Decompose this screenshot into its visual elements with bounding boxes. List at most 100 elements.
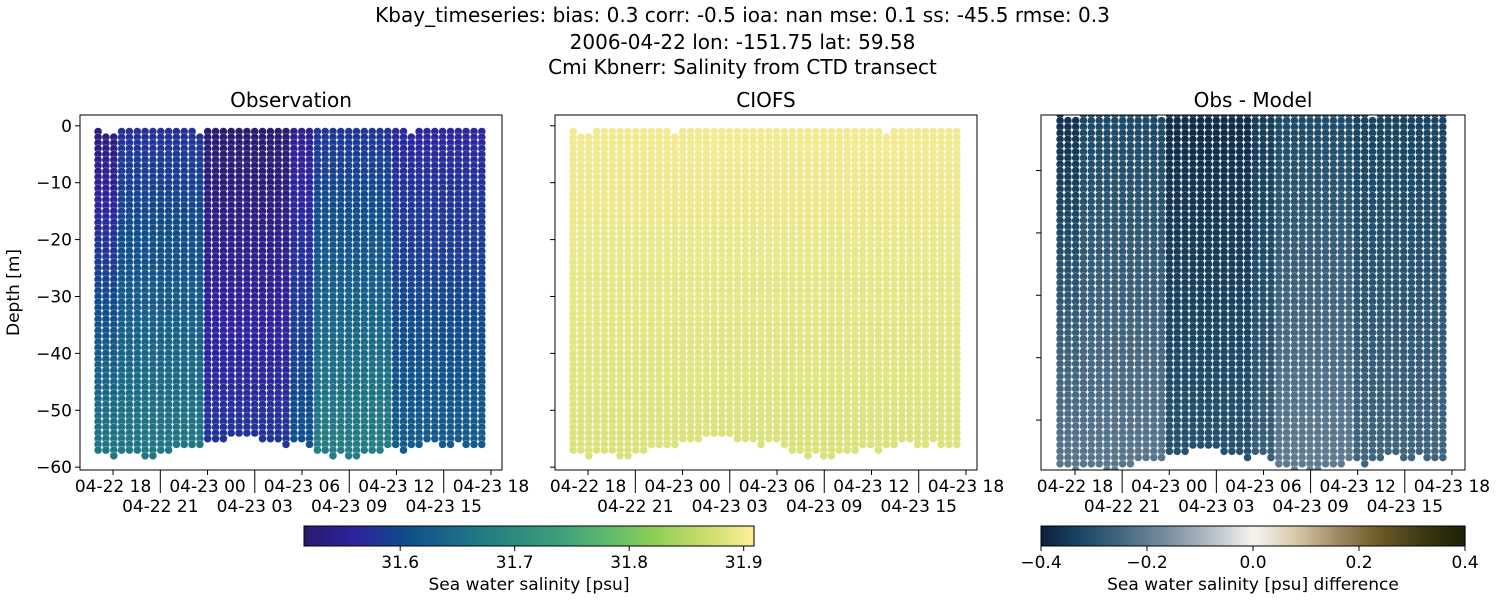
data-point [616, 451, 625, 460]
data-point [663, 440, 672, 449]
data-point [623, 451, 632, 460]
x-tick-label: 04-23 06 [264, 477, 340, 497]
y-tick-label: −40 [36, 344, 72, 364]
data-point [725, 428, 734, 438]
x-tick-label: 04-23 03 [217, 497, 293, 517]
data-point [827, 451, 836, 460]
data-point [250, 428, 259, 438]
data-point [803, 451, 813, 460]
data-point [422, 434, 432, 443]
data-point [469, 440, 479, 449]
data-point [647, 440, 656, 449]
data-point [148, 451, 157, 460]
data-point [576, 446, 585, 455]
x-tick-label: 04-22 21 [122, 497, 198, 517]
data-point [717, 428, 726, 438]
data-point [639, 446, 648, 455]
x-tick-label: 04-22 18 [75, 477, 151, 497]
data-point [600, 446, 609, 455]
data-point [375, 446, 385, 455]
data-point [203, 434, 212, 443]
subplot-title: Observation [230, 88, 352, 112]
x-tick-label: 04-23 12 [358, 477, 434, 497]
data-point [94, 446, 103, 455]
data-point [678, 434, 687, 443]
data-point [670, 440, 679, 449]
data-point [702, 428, 711, 438]
data-point [156, 446, 165, 455]
data-point [631, 446, 640, 455]
data-point [788, 446, 797, 455]
y-axis-label: Depth [m] [4, 249, 24, 336]
data-point [858, 440, 867, 449]
y-tick-label: −50 [36, 401, 72, 421]
data-point [321, 446, 330, 455]
data-point [796, 446, 805, 455]
data-point [399, 446, 408, 455]
data-point [584, 451, 593, 460]
data-point [117, 446, 126, 455]
data-point [835, 446, 844, 455]
figure-title-line-3: Cmi Kbnerr: Salinity from CTD transect [548, 55, 937, 79]
data-point [368, 446, 377, 455]
figure-title-line-2: 2006-04-22 lon: -151.75 lat: 59.58 [569, 30, 916, 54]
x-tick-label: 04-23 18 [453, 477, 529, 497]
data-point [819, 451, 828, 460]
data-point [749, 434, 758, 443]
data-point [297, 434, 306, 443]
data-point [188, 440, 197, 449]
data-point [227, 428, 236, 438]
data-point [741, 434, 750, 443]
data-point [733, 434, 742, 443]
scatter-points [569, 127, 961, 460]
data-point [811, 446, 820, 455]
data-point [289, 434, 298, 443]
data-point [305, 440, 314, 449]
data-point [344, 451, 353, 460]
data-point [281, 440, 291, 449]
data-point [274, 434, 283, 443]
data-point [446, 440, 455, 449]
data-point [180, 440, 189, 449]
data-point [569, 446, 578, 455]
data-point [109, 451, 118, 460]
data-point [164, 446, 173, 455]
data-point [328, 451, 338, 460]
data-point [360, 446, 369, 455]
y-tick-label: −60 [36, 458, 72, 478]
data-point [756, 440, 766, 449]
data-point [850, 446, 860, 455]
y-tick-label: 0 [61, 117, 72, 137]
data-point [477, 440, 486, 449]
data-point [133, 446, 142, 455]
y-tick-label: −20 [36, 231, 72, 251]
data-point [454, 434, 463, 443]
data-point [125, 446, 134, 455]
data-point [608, 446, 617, 455]
data-point [101, 446, 110, 455]
x-tick-label: 04-23 09 [311, 497, 387, 517]
data-point [172, 440, 181, 449]
data-point [235, 428, 244, 438]
data-point [710, 428, 719, 438]
data-point [352, 451, 361, 460]
axes-frame [79, 114, 503, 471]
data-point [764, 434, 773, 443]
data-point [843, 446, 852, 455]
data-point [391, 440, 400, 449]
data-point [313, 446, 322, 455]
data-point [694, 434, 703, 443]
data-point [655, 440, 664, 449]
data-point [258, 434, 267, 443]
x-tick-label: 04-23 00 [169, 477, 245, 497]
data-point [266, 434, 275, 443]
data-point [407, 440, 416, 449]
data-point [242, 428, 251, 438]
data-point [772, 434, 781, 443]
data-point [383, 440, 392, 449]
y-tick-label: −30 [36, 287, 72, 307]
data-point [219, 434, 228, 443]
